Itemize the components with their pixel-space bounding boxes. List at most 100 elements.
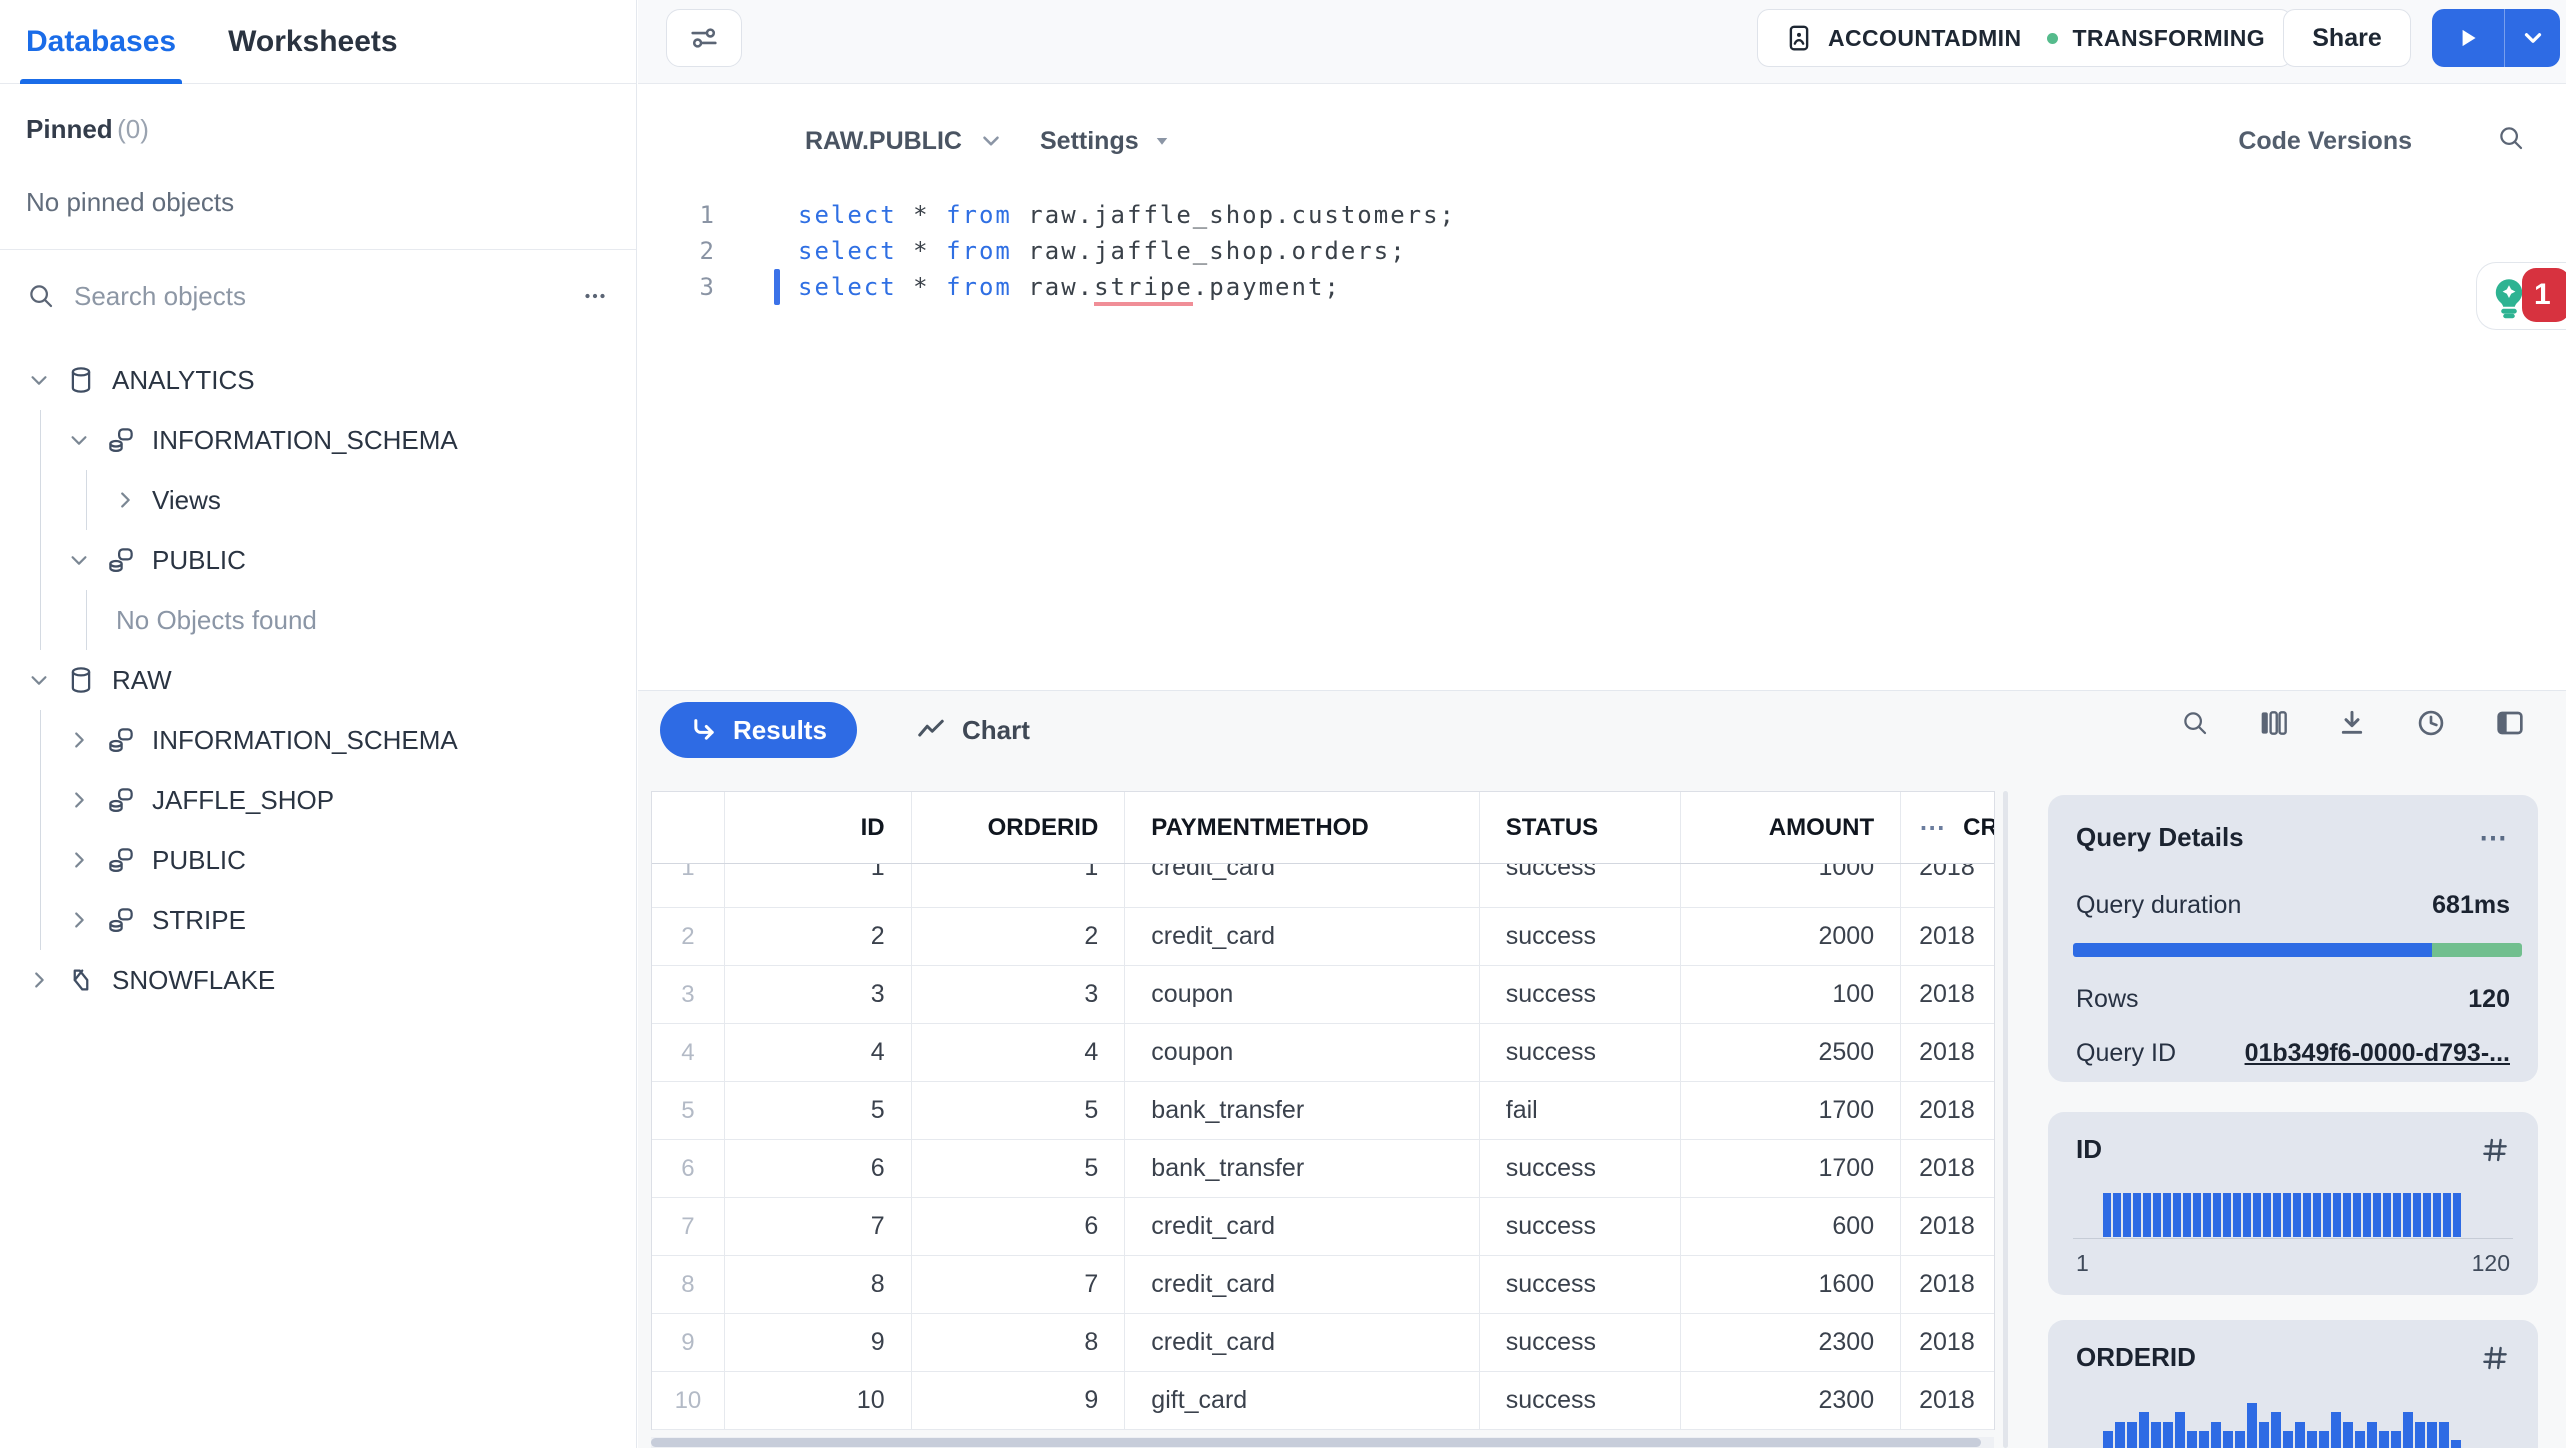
chevron-right-icon[interactable] (112, 489, 138, 511)
cell: credit_card (1125, 908, 1480, 965)
download-button[interactable] (2336, 707, 2368, 739)
code-area[interactable]: 1 select * from raw.jaffle_shop.customers… (638, 197, 2566, 689)
cell: 8 (912, 1314, 1126, 1371)
tree-item-label: SNOWFLAKE (112, 964, 276, 995)
histogram-bar (2103, 1193, 2111, 1237)
settings-label: Settings (1040, 126, 1139, 155)
column-header-id[interactable]: ID (725, 792, 912, 863)
cell: success (1480, 864, 1682, 907)
chevron-down-icon[interactable] (26, 369, 52, 391)
sidebar-more-button[interactable] (580, 281, 610, 311)
histogram-bar (2199, 1431, 2209, 1448)
query-duration-bar (2073, 943, 2522, 957)
editor-search-button[interactable] (2496, 123, 2526, 153)
search-button[interactable] (2180, 708, 2210, 738)
table-row[interactable]: 2 2 2 credit_card success 2000 2018 (652, 908, 1994, 966)
histogram-bar (2163, 1193, 2171, 1237)
code-line-3[interactable]: 3 select * from raw.stripe.payment; (638, 269, 2566, 306)
hash-icon[interactable] (2480, 1135, 2510, 1165)
tree-item-public[interactable]: PUBLIC (0, 530, 636, 590)
tree-item-jaffle_shop[interactable]: JAFFLE_SHOP (0, 770, 636, 830)
code-versions-button[interactable]: Code Versions (2238, 126, 2412, 155)
run-split-button (2432, 9, 2560, 67)
tab-chart[interactable]: Chart (900, 702, 1046, 758)
search-icon (2180, 708, 2210, 738)
table-row[interactable]: 3 3 3 coupon success 100 2018 (652, 966, 1994, 1024)
vertical-scrollbar[interactable] (2003, 791, 2008, 1448)
chevron-right-icon[interactable] (66, 849, 92, 871)
hash-icon[interactable] (2480, 1343, 2510, 1373)
tree-item-information_schema[interactable]: INFORMATION_SCHEMA (0, 710, 636, 770)
chevron-right-icon[interactable] (66, 909, 92, 931)
horizontal-scrollbar[interactable] (651, 1437, 1994, 1448)
schema-icon (106, 784, 138, 816)
column-card-id: ID 1 120 (2048, 1112, 2538, 1295)
column-header-created[interactable]: ⋯ CREATED (1901, 792, 1994, 863)
table-row[interactable]: 8 8 7 credit_card success 1600 2018 (652, 1256, 1994, 1314)
column-header-paymentmethod[interactable]: PAYMENTMETHOD (1125, 792, 1480, 863)
histogram-bar (2259, 1422, 2269, 1448)
cell: 1 (725, 864, 912, 907)
tab-worksheets[interactable]: Worksheets (228, 24, 398, 58)
table-row[interactable]: 10 10 9 gift_card success 2300 2018 (652, 1372, 1994, 1430)
play-icon (2455, 25, 2481, 51)
column-header-status[interactable]: STATUS (1480, 792, 1682, 863)
chevron-down-icon (2520, 25, 2546, 51)
tree-guide-line (40, 770, 41, 830)
session-context-button[interactable]: ACCOUNTADMIN TRANSFORMING (1757, 9, 2293, 67)
copilot-suggestion-pill[interactable]: 1 (2476, 262, 2566, 330)
tree-guide-line (86, 590, 87, 650)
chevron-right-icon[interactable] (26, 969, 52, 991)
split-panel-button[interactable] (2494, 707, 2526, 739)
chevron-right-icon[interactable] (66, 789, 92, 811)
tab-databases[interactable]: Databases (19, 0, 183, 84)
horizontal-scrollbar-thumb[interactable] (651, 1438, 1981, 1447)
cell: 2018 (1919, 1212, 1975, 1240)
history-button[interactable] (2415, 707, 2447, 739)
tree-item-information_schema[interactable]: INFORMATION_SCHEMA (0, 410, 636, 470)
chevron-down-icon[interactable] (26, 669, 52, 691)
columns-button[interactable] (2257, 707, 2289, 739)
table-row[interactable]: 4 4 4 coupon success 2500 2018 (652, 1024, 1994, 1082)
table-row[interactable]: 9 9 8 credit_card success 2300 2018 (652, 1314, 1994, 1372)
query-id-link[interactable]: 01b349f6-0000-d793-... (2244, 1039, 2510, 1067)
chevron-down-icon[interactable] (66, 429, 92, 451)
search-objects-input[interactable] (74, 280, 562, 312)
cell: fail (1480, 1082, 1682, 1139)
chevron-right-icon[interactable] (66, 729, 92, 751)
chevron-down-icon[interactable] (66, 549, 92, 571)
tree-item-public[interactable]: PUBLIC (0, 830, 636, 890)
row-number: 1 (652, 864, 725, 907)
tree-item-stripe[interactable]: STRIPE (0, 890, 636, 950)
cell: success (1480, 1198, 1682, 1255)
column-header-orderid[interactable]: ORDERID (912, 792, 1126, 863)
tree-item-label: ANALYTICS (112, 364, 255, 395)
tree-item-analytics[interactable]: ANALYTICS (0, 350, 636, 410)
table-row[interactable]: 7 7 6 credit_card success 600 2018 (652, 1198, 1994, 1256)
code-line-1[interactable]: 1 select * from raw.jaffle_shop.customers… (638, 197, 2566, 233)
cell: 2018 (1919, 1096, 1975, 1124)
tree-item-snowflake[interactable]: SNOWFLAKE (0, 950, 636, 1010)
tree-item-raw[interactable]: RAW (0, 650, 636, 710)
table-row[interactable]: 1 1 1 credit_card success 1000 2018 (652, 864, 1994, 908)
cell: success (1480, 1372, 1682, 1429)
histogram-bar (2151, 1422, 2161, 1448)
tab-results[interactable]: Results (660, 702, 857, 758)
tree-item-views[interactable]: Views (0, 470, 636, 530)
table-row[interactable]: 5 5 5 bank_transfer fail 1700 2018 (652, 1082, 1994, 1140)
cell: 2500 (1681, 1024, 1902, 1081)
database-schema-dropdown[interactable]: RAW.PUBLIC (805, 109, 1004, 173)
column-header-amount[interactable]: AMOUNT (1681, 792, 1902, 863)
code-line-2[interactable]: 2 select * from raw.jaffle_shop.orders; (638, 233, 2566, 269)
query-details-menu-button[interactable]: ⋯ (2479, 822, 2510, 853)
run-options-button[interactable] (2504, 9, 2560, 67)
table-row[interactable]: 6 6 5 bank_transfer success 1700 2018 (652, 1140, 1994, 1198)
histogram-bar (2235, 1431, 2245, 1448)
column-menu-icon[interactable]: ⋯ (1919, 812, 1948, 842)
share-button[interactable]: Share (2283, 9, 2411, 67)
settings-dropdown[interactable]: Settings (1040, 109, 1171, 173)
filters-button[interactable] (666, 9, 742, 67)
run-button[interactable] (2432, 9, 2504, 67)
schema-icon (106, 904, 138, 936)
histogram-bar (2133, 1193, 2141, 1237)
